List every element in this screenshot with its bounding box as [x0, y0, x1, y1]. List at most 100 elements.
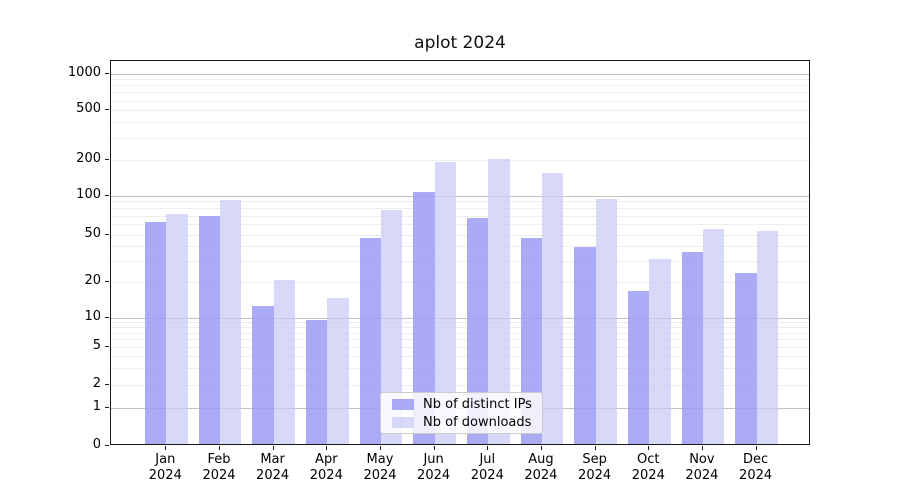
y-tick-mark-5 [105, 345, 109, 347]
x-tick-label-jan: Jan 2024 [137, 452, 193, 484]
bar-distinct-ips-feb [198, 216, 220, 444]
gridline-y-9 [111, 322, 809, 324]
x-tick-label-nov: Nov 2024 [674, 452, 730, 484]
month-name: Nov [689, 452, 715, 467]
x-tick-label-dec: Dec 2024 [728, 452, 784, 484]
month-year: 2024 [524, 468, 558, 483]
x-tick-label-mar: Mar 2024 [245, 452, 301, 484]
bar-downloads-sep [595, 198, 617, 444]
x-tick-mark-apr [326, 446, 328, 450]
plot-area [110, 60, 810, 445]
month-year: 2024 [309, 468, 343, 483]
month-year: 2024 [685, 468, 719, 483]
gridline-y-90 [111, 201, 809, 203]
gridline-y-200 [111, 160, 809, 161]
gridline-y-700 [111, 92, 809, 94]
gridline-y-50 [111, 234, 809, 236]
gridline-y-10 [111, 317, 809, 319]
gridline-y-500 [111, 110, 809, 112]
gridline-y-6 [111, 338, 809, 340]
bar-distinct-ips-jul [467, 217, 489, 444]
legend-label-distinct-ips: Nb of distinct IPs [423, 396, 532, 412]
bar-downloads-jun [434, 161, 456, 444]
bar-downloads-apr [327, 298, 349, 444]
gridline-y-300 [111, 138, 809, 139]
month-year: 2024 [631, 468, 665, 483]
y-tick-mark-1000 [105, 72, 109, 74]
month-year: 2024 [739, 468, 773, 483]
gridline-y-8 [111, 327, 809, 328]
bar-distinct-ips-may [359, 237, 381, 444]
legend-item-downloads: Nb of downloads [387, 415, 536, 430]
month-year: 2024 [578, 468, 612, 483]
x-tick-mark-mar [272, 446, 274, 450]
chart-title: aplot 2024 [414, 33, 506, 53]
month-year: 2024 [202, 468, 236, 483]
month-year: 2024 [148, 468, 182, 483]
x-tick-mark-nov [701, 446, 703, 450]
y-tick-label-20: 20 [84, 272, 101, 288]
gridline-y-800 [111, 85, 809, 87]
month-name: Aug [528, 452, 554, 467]
gridline-y-70 [111, 215, 809, 217]
bar-downloads-feb [220, 200, 242, 444]
gridline-y-400 [111, 122, 809, 124]
month-year: 2024 [256, 468, 290, 483]
gridline-y-2 [111, 384, 809, 386]
x-tick-label-aug: Aug 2024 [513, 452, 569, 484]
bar-downloads-dec [756, 231, 778, 444]
bar-downloads-may [381, 210, 403, 444]
x-tick-mark-dec [755, 446, 757, 450]
bar-distinct-ips-mar [252, 306, 274, 444]
y-tick-label-500: 500 [76, 101, 101, 117]
month-name: Dec [743, 452, 769, 467]
bar-distinct-ips-oct [628, 291, 650, 444]
gridline-y-1000 [111, 73, 809, 75]
y-tick-mark-50 [105, 233, 109, 235]
y-tick-label-100: 100 [76, 186, 101, 202]
bar-distinct-ips-jan [145, 222, 167, 444]
legend-item-distinct-ips: Nb of distinct IPs [387, 397, 536, 412]
gridline-y-900 [111, 79, 809, 81]
bar-distinct-ips-nov [681, 252, 703, 444]
gridline-y-3 [111, 367, 809, 369]
legend-swatch-downloads [392, 416, 414, 428]
month-name: Mar [260, 452, 285, 467]
y-tick-label-10: 10 [84, 308, 101, 324]
gridline-y-5 [111, 346, 809, 348]
x-tick-mark-feb [219, 446, 220, 450]
x-tick-mark-jan [165, 446, 167, 450]
bar-downloads-jul [488, 159, 510, 444]
bar-distinct-ips-sep [574, 246, 596, 444]
bar-downloads-nov [702, 229, 725, 444]
bar-distinct-ips-dec [735, 272, 757, 444]
x-tick-label-jul: Jul 2024 [459, 452, 515, 484]
month-name: Feb [207, 452, 231, 467]
y-tick-label-1000: 1000 [67, 64, 101, 80]
month-name: Oct [637, 452, 660, 467]
month-name: Jan [155, 452, 176, 467]
gridline-y-60 [111, 224, 809, 226]
bar-downloads-aug [541, 173, 564, 444]
x-tick-mark-jul [487, 446, 489, 450]
bar-downloads-jan [166, 213, 188, 444]
x-tick-mark-oct [648, 446, 650, 450]
y-tick-mark-0 [105, 445, 109, 446]
x-tick-mark-aug [540, 446, 542, 450]
y-tick-label-50: 50 [84, 225, 101, 241]
gridline-y-4 [111, 355, 809, 357]
gridline-y-30 [111, 260, 809, 262]
bar-distinct-ips-apr [306, 320, 328, 444]
bar-distinct-ips-jun [413, 191, 435, 444]
gridline-y-100 [111, 195, 809, 197]
y-tick-label-0: 0 [92, 437, 101, 452]
x-tick-label-feb: Feb 2024 [191, 452, 247, 484]
month-name: Jul [479, 452, 496, 467]
y-tick-label-2: 2 [92, 375, 101, 391]
bar-downloads-mar [273, 279, 295, 444]
legend-label-downloads: Nb of downloads [423, 414, 532, 430]
x-tick-label-may: May 2024 [352, 452, 408, 484]
y-tick-mark-200 [105, 159, 109, 160]
x-tick-mark-jun [433, 446, 435, 450]
